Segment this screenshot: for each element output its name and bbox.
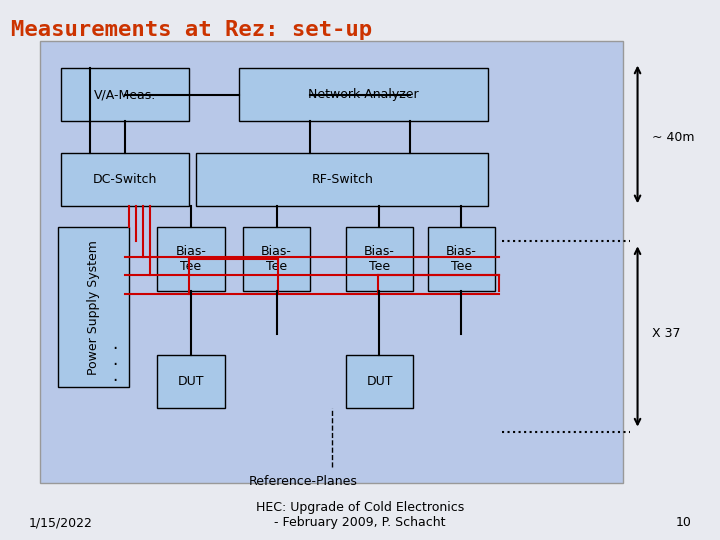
FancyBboxPatch shape [40, 42, 624, 483]
Text: HEC: Upgrade of Cold Electronics
- February 2009, P. Schacht: HEC: Upgrade of Cold Electronics - Febru… [256, 501, 464, 529]
FancyBboxPatch shape [157, 355, 225, 408]
FancyBboxPatch shape [243, 227, 310, 291]
Text: Bias-
Tee: Bias- Tee [364, 245, 395, 273]
FancyBboxPatch shape [346, 227, 413, 291]
Text: RF-Switch: RF-Switch [311, 173, 373, 186]
Text: X 37: X 37 [652, 327, 680, 340]
FancyBboxPatch shape [428, 227, 495, 291]
Text: ~ 40m: ~ 40m [652, 131, 694, 144]
Text: DC-Switch: DC-Switch [93, 173, 158, 186]
Text: .: . [112, 352, 117, 369]
Text: .: . [112, 335, 117, 354]
Text: DUT: DUT [366, 375, 393, 388]
Text: Reference-Planes: Reference-Planes [248, 475, 358, 488]
Text: Network Analyzer: Network Analyzer [308, 88, 419, 101]
Text: V/A-Meas.: V/A-Meas. [94, 88, 156, 101]
FancyBboxPatch shape [157, 227, 225, 291]
FancyBboxPatch shape [197, 153, 488, 206]
Text: Power Supply System: Power Supply System [86, 240, 99, 375]
FancyBboxPatch shape [61, 153, 189, 206]
FancyBboxPatch shape [61, 68, 189, 121]
Text: Measurements at Rez: set-up: Measurements at Rez: set-up [12, 20, 372, 40]
Text: DUT: DUT [178, 375, 204, 388]
Text: Bias-
Tee: Bias- Tee [446, 245, 477, 273]
Text: .: . [112, 367, 117, 386]
FancyBboxPatch shape [239, 68, 488, 121]
Text: 1/15/2022: 1/15/2022 [29, 516, 93, 529]
Text: 10: 10 [675, 516, 691, 529]
FancyBboxPatch shape [58, 227, 129, 387]
Text: Bias-
Tee: Bias- Tee [176, 245, 207, 273]
Text: Bias-
Tee: Bias- Tee [261, 245, 292, 273]
FancyBboxPatch shape [346, 355, 413, 408]
